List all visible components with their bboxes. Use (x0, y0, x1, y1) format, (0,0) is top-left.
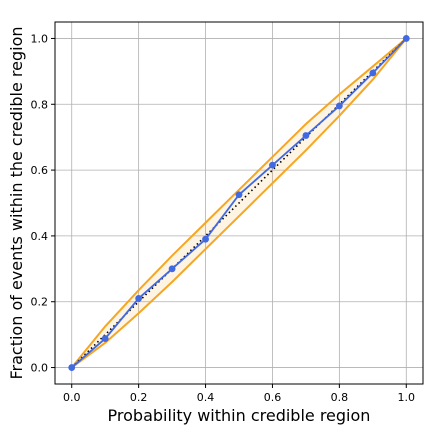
data-point (168, 265, 176, 273)
data-point (302, 132, 310, 139)
data-point (202, 235, 209, 243)
data-point (402, 35, 410, 42)
data-point (135, 295, 143, 302)
x-axis-ticks: 0.0 0.2 0.4 0.6 0.8 1.0 (63, 384, 415, 404)
diagonal-line (71, 37, 407, 369)
y-tick-label: 0.0 (31, 362, 49, 375)
x-tick-label: 0.4 (197, 391, 215, 404)
plot-frame (54, 21, 424, 385)
data-point (68, 364, 76, 371)
data-point (335, 102, 343, 110)
grid (55, 22, 423, 384)
series (68, 35, 410, 371)
x-tick-label: 1.0 (398, 391, 416, 404)
data-point (269, 161, 276, 169)
x-tick-label: 0.2 (130, 391, 148, 404)
data-point (235, 191, 243, 199)
y-tick-label: 0.6 (31, 164, 49, 177)
diagonal-reference (71, 37, 407, 369)
band-lower-line (71, 37, 408, 369)
y-axis-ticks: 0.0 0.2 0.4 0.6 0.8 1.0 (31, 32, 55, 375)
data-point (369, 69, 377, 77)
y-tick-label: 1.0 (31, 32, 49, 45)
x-tick-label: 0.6 (264, 391, 282, 404)
y-tick-label: 0.8 (31, 98, 49, 111)
y-axis-label: Fraction of events within the credible r… (7, 26, 26, 379)
y-tick-label: 0.2 (31, 296, 49, 309)
x-tick-label: 0.8 (331, 391, 349, 404)
data-point (101, 335, 109, 342)
x-tick-label: 0.0 (63, 391, 81, 404)
y-tick-label: 0.4 (31, 230, 49, 243)
band-upper-line (70, 37, 407, 369)
x-axis-label: Probability within credible region (108, 406, 371, 425)
